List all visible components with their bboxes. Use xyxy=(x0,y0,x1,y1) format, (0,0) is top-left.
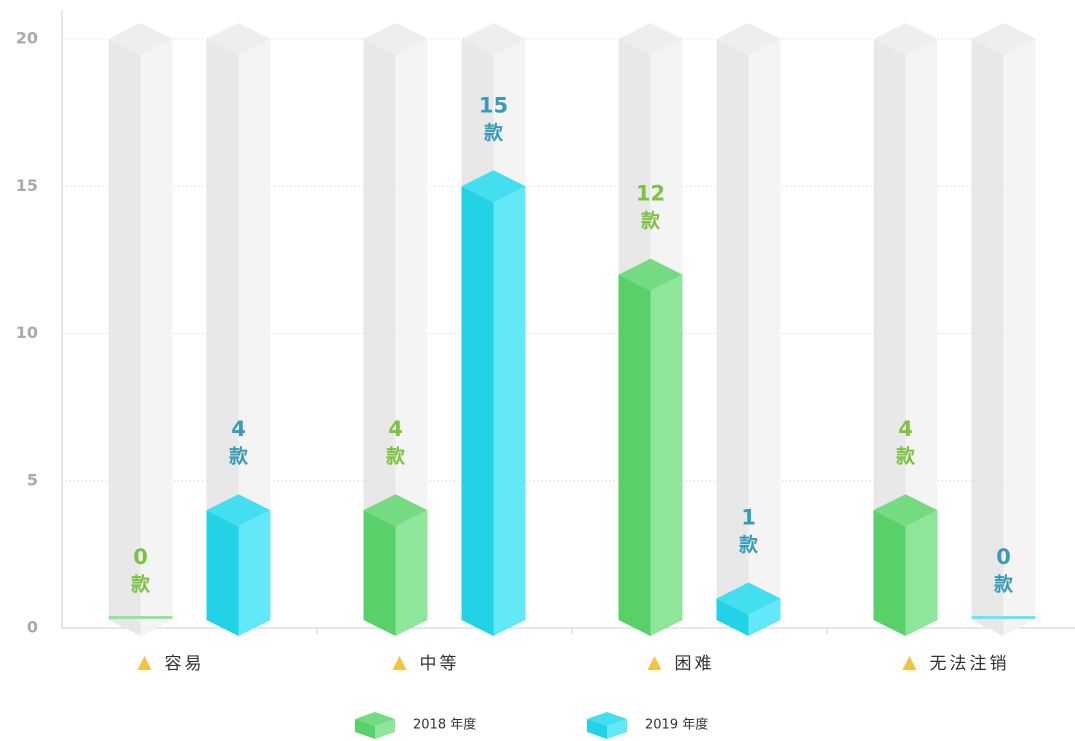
data-label-unit: 款 xyxy=(386,445,406,468)
bar-background xyxy=(716,23,781,55)
data-label: 0 xyxy=(996,545,1011,569)
y-tick-label: 10 xyxy=(16,323,38,342)
bar xyxy=(873,510,906,636)
legend-swatch xyxy=(607,719,627,739)
bar-background xyxy=(618,23,683,55)
bar-background xyxy=(748,39,781,636)
data-label-unit: 款 xyxy=(896,445,916,468)
data-label-unit: 款 xyxy=(229,445,249,468)
bar-background xyxy=(238,39,271,636)
bar-background xyxy=(206,23,271,55)
bar xyxy=(363,510,396,636)
bar xyxy=(748,598,781,636)
bar xyxy=(238,510,271,636)
bar-background xyxy=(363,39,396,636)
legend-label: 2019 年度 xyxy=(645,717,708,733)
bar xyxy=(650,274,683,636)
legend-swatch xyxy=(587,719,607,739)
bar xyxy=(493,186,526,636)
bar xyxy=(461,186,494,636)
bar-background xyxy=(873,39,906,636)
y-tick-label: 0 xyxy=(27,618,38,637)
bar xyxy=(108,616,173,619)
data-label: 0 xyxy=(133,545,148,569)
data-label-unit: 款 xyxy=(131,573,151,596)
bar-background xyxy=(395,39,428,636)
legend-label: 2018 年度 xyxy=(413,717,476,733)
category-marker xyxy=(647,656,662,670)
bar-background xyxy=(206,39,239,636)
category-marker xyxy=(902,656,917,670)
bar-background xyxy=(971,39,1004,636)
data-label: 4 xyxy=(898,417,913,441)
bar xyxy=(873,494,938,527)
bar xyxy=(716,582,781,615)
data-label: 1 xyxy=(741,506,756,530)
bar xyxy=(206,510,239,636)
x-tick-label: 困难 xyxy=(675,654,715,674)
data-label: 12 xyxy=(636,182,665,206)
bar xyxy=(206,494,271,527)
data-label-unit: 款 xyxy=(739,533,759,556)
data-label: 4 xyxy=(231,417,246,441)
bar-background xyxy=(363,23,428,55)
legend-swatch xyxy=(355,719,375,739)
bar xyxy=(618,274,651,636)
bar xyxy=(716,598,749,636)
x-tick-label: 中等 xyxy=(420,654,460,674)
bar-background xyxy=(461,23,526,55)
data-label-unit: 款 xyxy=(484,121,504,144)
y-tick-label: 20 xyxy=(16,29,38,48)
data-label: 15 xyxy=(479,93,508,117)
bar-background xyxy=(905,39,938,636)
bar-background xyxy=(716,39,749,636)
data-label: 4 xyxy=(388,417,403,441)
x-tick-label: 无法注销 xyxy=(930,654,1010,674)
category-marker xyxy=(137,656,152,670)
bar xyxy=(461,170,526,203)
data-label-unit: 款 xyxy=(641,209,661,232)
bar xyxy=(395,510,428,636)
data-label-unit: 款 xyxy=(994,573,1014,596)
bar xyxy=(905,510,938,636)
bar-background xyxy=(1003,39,1036,636)
x-tick-label: 容易 xyxy=(165,654,205,674)
y-tick-label: 15 xyxy=(16,176,38,195)
category-marker xyxy=(392,656,407,670)
y-tick-label: 5 xyxy=(27,470,38,489)
bar xyxy=(363,494,428,527)
bar-background xyxy=(873,23,938,55)
legend-swatch xyxy=(375,719,395,739)
bar-background xyxy=(108,23,173,55)
bar-background xyxy=(140,39,173,636)
bar-background xyxy=(971,23,1036,55)
bar-background xyxy=(108,39,141,636)
bar xyxy=(971,616,1036,619)
bar xyxy=(618,258,683,291)
